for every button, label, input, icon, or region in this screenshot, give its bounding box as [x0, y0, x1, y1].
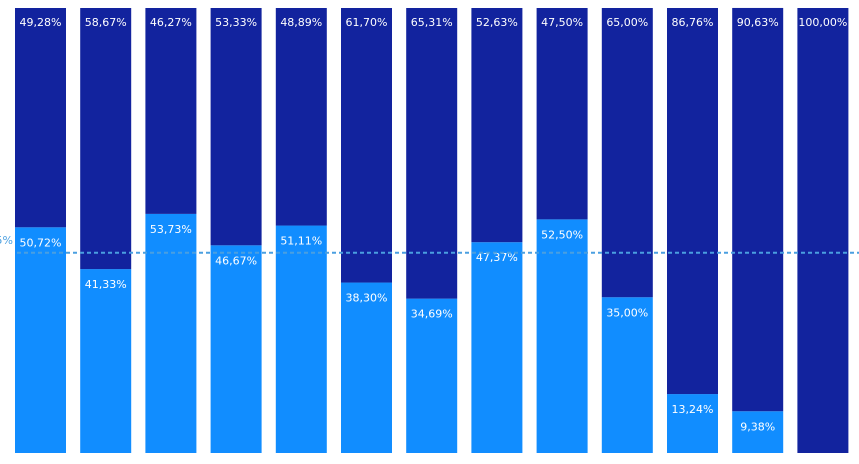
data-label-upper-8: 52,63% [476, 16, 518, 29]
bar-segment-upper-13[interactable] [797, 8, 849, 453]
bar-segment-lower-4[interactable] [210, 245, 262, 453]
bar-segment-lower-3[interactable] [145, 213, 197, 453]
data-label-upper-10: 65,00% [606, 16, 648, 29]
data-label-lower-1: 50,72% [20, 236, 62, 249]
bar-segment-lower-6[interactable] [341, 282, 392, 453]
data-label-lower-6: 38,30% [346, 292, 388, 305]
bar-segment-upper-3[interactable] [145, 8, 197, 214]
data-label-upper-9: 47,50% [541, 16, 583, 29]
data-label-lower-4: 46,67% [215, 254, 257, 267]
data-label-lower-10: 35,00% [606, 306, 648, 319]
bar-segment-upper-7[interactable] [406, 8, 458, 299]
data-label-upper-2: 58,67% [85, 16, 127, 29]
data-label-lower-2: 41,33% [85, 278, 127, 291]
bar-segment-upper-8[interactable] [471, 8, 523, 243]
bar-segment-lower-7[interactable] [406, 298, 458, 453]
bars-layer [15, 7, 849, 453]
bar-segment-upper-5[interactable] [275, 8, 327, 226]
data-label-lower-5: 51,11% [280, 235, 322, 248]
bar-segment-upper-9[interactable] [536, 8, 588, 220]
bar-segment-upper-11[interactable] [667, 8, 718, 395]
bar-segment-lower-8[interactable] [471, 242, 523, 453]
bar-segment-upper-6[interactable] [341, 8, 392, 283]
data-label-upper-6: 61,70% [346, 16, 388, 29]
bar-segment-lower-11[interactable] [667, 394, 718, 453]
bar-segment-upper-12[interactable] [732, 7, 784, 412]
data-label-lower-11: 13,24% [672, 403, 714, 416]
data-label-upper-4: 53,33% [215, 16, 257, 29]
bar-segment-lower-2[interactable] [80, 269, 132, 453]
bar-segment-lower-10[interactable] [601, 297, 653, 453]
data-label-lower-8: 47,37% [476, 251, 518, 264]
data-label-lower-7: 34,69% [411, 308, 453, 321]
data-label-upper-13: 100,00% [798, 16, 847, 29]
data-label-upper-1: 49,28% [20, 16, 62, 29]
data-label-lower-3: 53,73% [150, 223, 192, 236]
data-labels-layer: 49,28% 50,72% 58,67% 41,33% 46,27% 53,73% 53,3… [20, 16, 848, 433]
bar-segment-upper-10[interactable] [601, 8, 653, 298]
bar-segment-lower-12[interactable] [732, 411, 784, 453]
data-label-lower-9: 52,50% [541, 228, 583, 241]
data-label-upper-7: 65,31% [411, 16, 453, 29]
bar-segment-upper-2[interactable] [80, 8, 132, 270]
data-label-upper-3: 46,27% [150, 16, 192, 29]
data-label-upper-12: 90,63% [737, 16, 779, 29]
bar-segment-lower-9[interactable] [536, 219, 588, 453]
bar-segment-lower-1[interactable] [15, 227, 66, 453]
bar-segment-upper-4[interactable] [210, 8, 262, 246]
data-label-upper-11: 86,76% [672, 16, 714, 29]
data-label-lower-12: 9,38% [740, 420, 775, 433]
bar-segment-lower-5[interactable] [275, 225, 327, 453]
bar-segment-upper-1[interactable] [15, 8, 66, 228]
reference-line-label: 5% [0, 234, 13, 247]
data-label-upper-5: 48,89% [280, 16, 322, 29]
